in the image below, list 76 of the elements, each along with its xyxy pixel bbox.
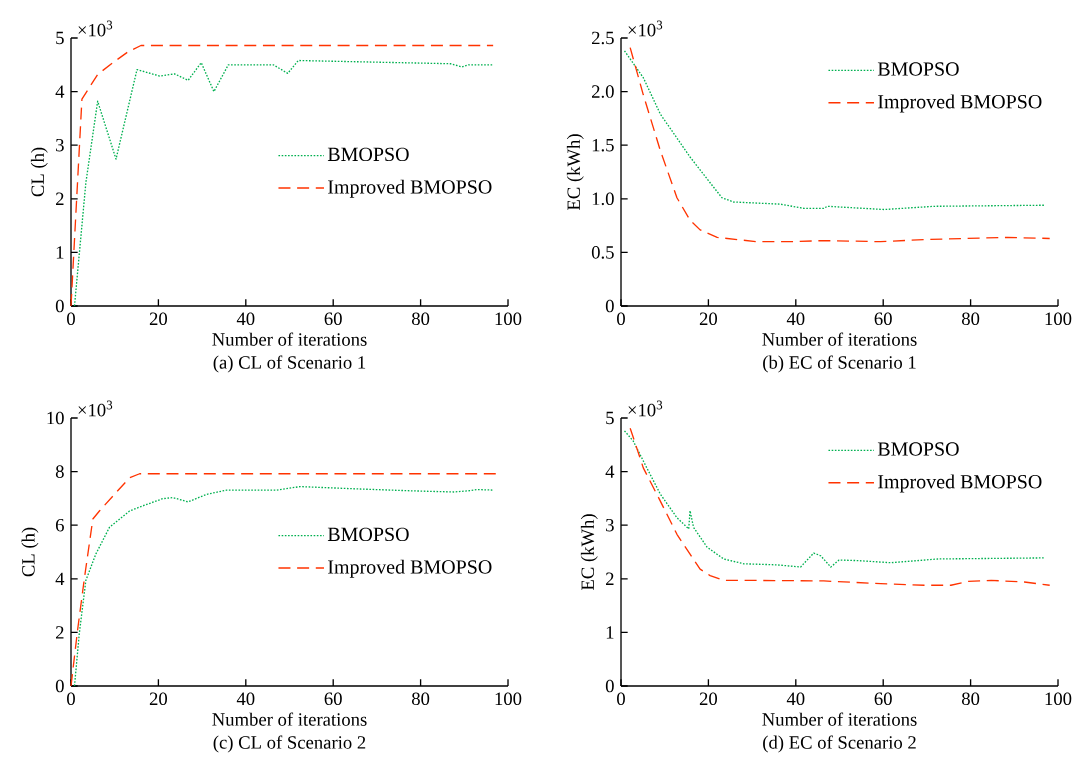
x-tick-label: 100 <box>495 312 522 326</box>
y-axis-title: EC (kWh) <box>566 134 584 211</box>
y-axis-title: CL (h) <box>21 527 39 577</box>
x-tick-label: 0 <box>617 312 625 326</box>
x-tick-label: 0 <box>67 692 75 706</box>
y-axis-title: CL (h) <box>30 147 48 197</box>
y-tick-label: 2 <box>56 192 64 205</box>
text: (a) CL of Scenario 1 <box>213 355 366 373</box>
x-tick-label: 60 <box>874 312 892 326</box>
y-tick-label: 3 <box>56 138 64 152</box>
x-tick-label: 20 <box>149 312 168 326</box>
x-tick-label: 60 <box>324 692 342 706</box>
y-tick-label: 0 <box>55 299 64 313</box>
x-tick-label: 40 <box>236 312 255 326</box>
x-tick-label: 80 <box>961 692 980 706</box>
y-tick-label: 5 <box>56 31 64 45</box>
x-tick-label: 20 <box>699 692 718 706</box>
y-axis-title: EC (kWh) <box>580 514 598 591</box>
y-tick-label: 4 <box>55 572 65 585</box>
x-tick-label: 20 <box>699 312 718 326</box>
legend-label: Improved BMOPSO <box>328 559 492 578</box>
y-tick-label: 4 <box>605 465 615 478</box>
legend-label: BMOPSO <box>877 442 959 456</box>
legend-label: Improved BMOPSO <box>878 474 1042 493</box>
x-tick-label: 80 <box>961 312 980 326</box>
y-tick-label: 0 <box>605 299 614 313</box>
y-tick-label: 3 <box>606 518 614 532</box>
x-tick-label: 100 <box>495 692 522 706</box>
y-tick-label: 1 <box>56 246 64 259</box>
x-axis-title: Number of iterations <box>212 332 367 346</box>
x-tick-label: 80 <box>411 692 430 706</box>
y-tick-label: 0 <box>55 679 64 693</box>
y-tick-label: 8 <box>55 465 64 478</box>
x-tick-label: 60 <box>324 312 342 326</box>
y-tick-label: 1.5 <box>592 138 614 152</box>
legend-label: BMOPSO <box>327 527 409 542</box>
y-tick-label: 2.5 <box>592 31 614 45</box>
line-series <box>629 46 1051 243</box>
x-tick-label: 0 <box>67 312 75 326</box>
y-tick-label: 0 <box>605 679 614 693</box>
y-tick-label: 2 <box>606 572 614 585</box>
text: ×10$^{3}$ <box>628 20 663 37</box>
line-series <box>623 50 1046 211</box>
x-axis-title: Number of iterations <box>212 712 367 726</box>
y-tick-label: 10 <box>47 411 64 425</box>
text: ×10$^{3}$ <box>78 400 113 417</box>
legend-label: Improved BMOPSO <box>878 94 1042 113</box>
text: (c) CL of Scenario 2 <box>213 735 366 753</box>
legend-label: BMOPSO <box>877 62 959 76</box>
x-tick-label: 60 <box>874 692 892 706</box>
line-series <box>623 430 1046 568</box>
text: (b) EC of Scenario 1 <box>763 355 916 373</box>
x-tick-label: 40 <box>236 692 255 706</box>
text: ×10$^{3}$ <box>628 400 663 417</box>
y-tick-label: 1.0 <box>592 192 614 206</box>
y-tick-label: 0.5 <box>591 246 614 259</box>
x-tick-label: 40 <box>786 312 805 326</box>
y-tick-label: 5 <box>606 411 614 425</box>
x-tick-label: 100 <box>1045 692 1072 706</box>
text: ×10$^{3}$ <box>78 20 113 37</box>
text: (d) EC of Scenario 2 <box>763 735 916 753</box>
x-axis-title: Number of iterations <box>762 712 917 726</box>
x-tick-label: 0 <box>617 692 625 706</box>
y-tick-label: 1 <box>606 626 614 639</box>
x-tick-label: 40 <box>786 692 805 706</box>
y-tick-label: 6 <box>55 518 64 532</box>
y-tick-label: 4 <box>55 85 65 98</box>
line-series <box>629 427 1051 586</box>
x-tick-label: 80 <box>411 312 430 326</box>
y-tick-label: 2 <box>56 626 64 639</box>
x-tick-label: 20 <box>149 692 168 706</box>
x-axis-title: Number of iterations <box>762 332 917 346</box>
x-tick-label: 100 <box>1045 312 1072 326</box>
y-tick-label: 2.0 <box>592 85 614 98</box>
legend-label: BMOPSO <box>327 147 409 162</box>
legend-label: Improved BMOPSO <box>328 179 492 198</box>
